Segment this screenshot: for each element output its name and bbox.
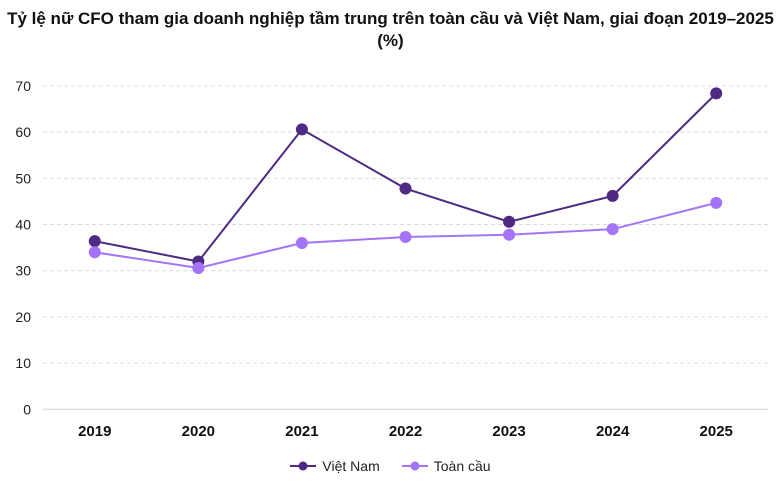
data-point-toan-cau [503,228,516,241]
x-tick-label: 2020 [182,423,215,440]
legend: Việt Nam Toàn cầu [0,458,781,474]
legend-marker-toan-cau [401,461,428,471]
x-tick-label: 2021 [285,423,318,440]
data-point-viet-nam [88,235,101,248]
y-tick-label: 60 [15,124,31,140]
y-tick-label: 50 [15,170,31,186]
data-point-viet-nam [399,182,412,195]
x-tick-label: 2023 [492,423,525,440]
y-tick-label: 10 [15,355,31,371]
y-tick-label: 30 [15,263,31,279]
data-point-toan-cau [192,261,205,274]
y-tick-label: 20 [15,309,31,325]
x-tick-label: 2024 [596,423,630,440]
legend-label-viet-nam: Việt Nam [322,458,380,474]
legend-item-toan-cau[interactable]: Toàn cầu [401,458,491,474]
data-point-toan-cau [88,246,101,259]
legend-label-toan-cau: Toàn cầu [433,458,491,474]
x-tick-label: 2019 [78,423,111,440]
y-tick-label: 70 [15,78,31,94]
data-point-toan-cau [606,223,619,236]
y-tick-label: 0 [23,401,31,417]
data-point-toan-cau [710,196,723,209]
x-tick-label: 2025 [700,423,733,440]
data-point-viet-nam [503,215,516,228]
legend-item-viet-nam[interactable]: Việt Nam [290,458,380,474]
y-tick-label: 40 [15,217,31,233]
data-point-viet-nam [295,123,308,136]
data-point-toan-cau [399,231,412,244]
data-point-toan-cau [295,237,308,250]
data-point-viet-nam [606,189,619,202]
legend-marker-viet-nam [290,461,317,471]
data-point-viet-nam [710,87,723,100]
chart-title: Tỷ lệ nữ CFO tham gia doanh nghiệp tầm t… [7,9,774,50]
x-tick-label: 2022 [389,423,422,440]
